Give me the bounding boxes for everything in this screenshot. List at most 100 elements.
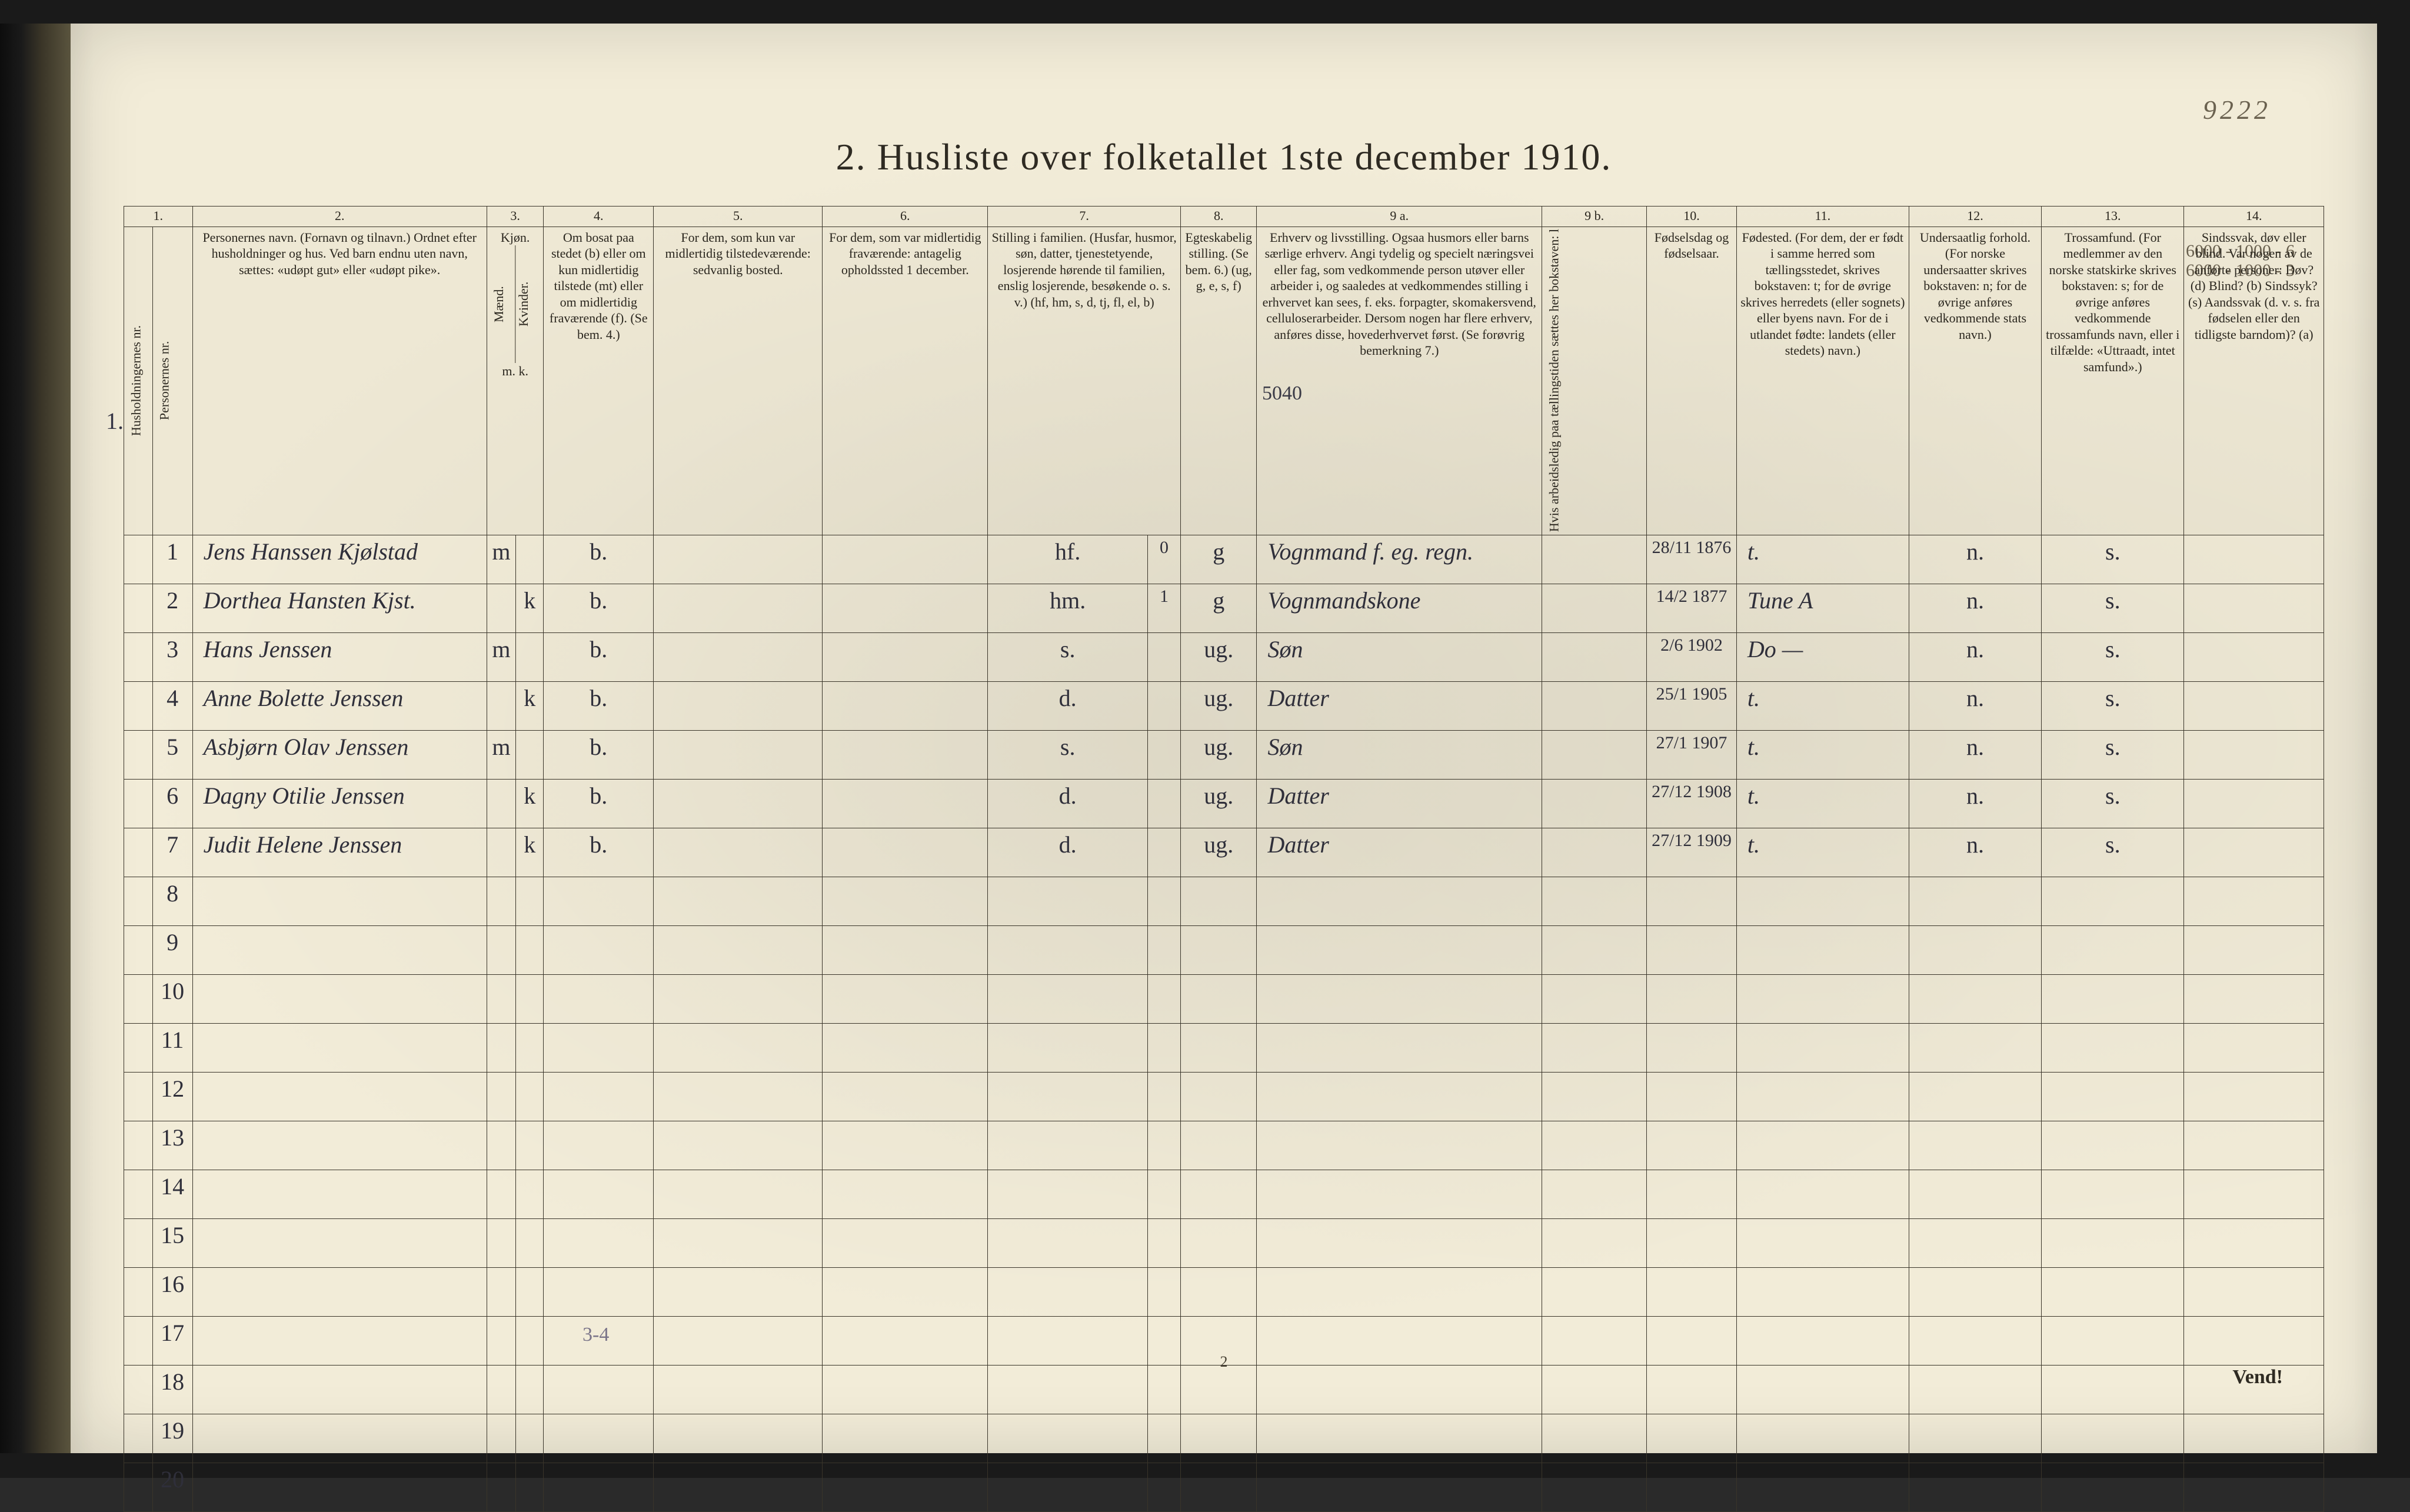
cell-household-no (124, 877, 153, 925)
cell-nationality: n. (1909, 779, 2041, 828)
cell-sex-k: k (515, 779, 543, 828)
table-row-blank: 13 (124, 1121, 2324, 1170)
cell-marital: ug. (1180, 828, 1256, 877)
cell-birthplace: t. (1736, 730, 1909, 779)
cell-blank (1647, 1023, 1737, 1072)
hdr-religion: Trossamfund. (For medlemmer av den norsk… (2042, 227, 2184, 535)
cell-blank (1736, 925, 1909, 974)
cell-birthplace: t. (1736, 779, 1909, 828)
cell-blank (515, 925, 543, 974)
cell-temp-absent (823, 779, 988, 828)
cell-birthdate: 25/1 1905 (1647, 681, 1737, 730)
cell-blank (487, 974, 515, 1023)
cell-blank (1257, 925, 1542, 974)
cell-blank (2042, 1414, 2184, 1463)
cell-blank (515, 1463, 543, 1511)
cell-blank (1147, 925, 1180, 974)
cell-nationality: n. (1909, 681, 2041, 730)
cell-blank (544, 925, 654, 974)
hdr-marital: Egteskabelig stilling. (Se bem. 6.) (ug,… (1180, 227, 1256, 535)
scan-container: 9222 2. Husliste over folketallet 1ste d… (0, 0, 2410, 1478)
cell-household-no (124, 730, 153, 779)
cell-blank (988, 1072, 1148, 1121)
cell-blank (654, 1463, 823, 1511)
table-row-blank: 16 (124, 1267, 2324, 1316)
cell-household-no (124, 1218, 153, 1267)
cell-blank (544, 1072, 654, 1121)
cell-nationality: n. (1909, 584, 2041, 632)
cell-unemployed (1542, 779, 1647, 828)
cell-blank (1647, 974, 1737, 1023)
cell-blank (487, 1365, 515, 1414)
table-row: 7Judit Helene Jenssenkb.d.ug.Datter27/12… (124, 828, 2324, 877)
cell-family-position: d. (988, 828, 1148, 877)
cell-blank (1736, 1267, 1909, 1316)
cell-nationality: n. (1909, 730, 2041, 779)
cell-blank (1147, 1023, 1180, 1072)
cell-blank (1909, 877, 2041, 925)
table-row-blank: 14 (124, 1170, 2324, 1218)
cell-blank (1736, 1121, 1909, 1170)
cell-household-no (124, 1414, 153, 1463)
cell-blank (515, 1414, 543, 1463)
cell-blank (544, 1365, 654, 1414)
cell-blank (515, 974, 543, 1023)
cell-blank (2042, 1121, 2184, 1170)
cell-blank (823, 1316, 988, 1365)
cell-household-no (124, 974, 153, 1023)
table-row: 2Dorthea Hansten Kjst.kb.hm.1gVognmandsk… (124, 584, 2324, 632)
cell-blank (515, 877, 543, 925)
cell-blank (2042, 1072, 2184, 1121)
cell-blank (192, 1121, 487, 1170)
cell-household-no (124, 1463, 153, 1511)
cell-occupation: Søn (1257, 632, 1542, 681)
colnum: 3. (487, 207, 544, 227)
cell-blank (1180, 1072, 1256, 1121)
cell-blank (1180, 1365, 1256, 1414)
cell-household-no (124, 1267, 153, 1316)
hdr-sex-foot: m. k. (491, 363, 540, 379)
cell-birthdate: 28/11 1876 (1647, 535, 1737, 584)
cell-blank (1542, 1121, 1647, 1170)
cell-blank (2184, 877, 2324, 925)
cell-blank (1736, 1365, 1909, 1414)
cell-name: Hans Jenssen (192, 632, 487, 681)
cell-household-no (124, 1023, 153, 1072)
cell-person-no: 5 (152, 730, 192, 779)
table-row-blank: 11 (124, 1023, 2324, 1072)
cell-blank (2042, 1218, 2184, 1267)
cell-unemployed (1542, 632, 1647, 681)
cell-temp-present (654, 632, 823, 681)
cell-blank (654, 877, 823, 925)
cell-blank (988, 1121, 1148, 1170)
colnum: 2. (192, 207, 487, 227)
cell-blank (1647, 1267, 1737, 1316)
cell-blank (2042, 1267, 2184, 1316)
cell-blank (1257, 1218, 1542, 1267)
cell-person-no: 12 (152, 1072, 192, 1121)
cell-birthplace: Tune A (1736, 584, 1909, 632)
cell-blank (1909, 1023, 2041, 1072)
cell-person-no: 7 (152, 828, 192, 877)
hdr-sex-m: Mænd. (491, 245, 515, 363)
cell-blank (1647, 1414, 1737, 1463)
cell-blank (1257, 1072, 1542, 1121)
cell-temp-present (654, 828, 823, 877)
cell-blank (1542, 1316, 1647, 1365)
hdr-temp-absent: For dem, som var midlertidig fraværende:… (823, 227, 988, 535)
cell-marital: g (1180, 584, 1256, 632)
colnum: 14. (2184, 207, 2324, 227)
cell-blank (1909, 1316, 2041, 1365)
cell-name: Asbjørn Olav Jenssen (192, 730, 487, 779)
book-spine (0, 24, 71, 1453)
vend-label: Vend! (2232, 1366, 2283, 1388)
cell-occupation: Søn (1257, 730, 1542, 779)
hdr-name: Personernes navn. (Fornavn og tilnavn.) … (192, 227, 487, 535)
cell-blank (1257, 1414, 1542, 1463)
colnum: 4. (544, 207, 654, 227)
cell-blank (1147, 1218, 1180, 1267)
cell-blank (1909, 1365, 2041, 1414)
cell-blank (654, 974, 823, 1023)
table-row-blank: 8 (124, 877, 2324, 925)
table-row-blank: 10 (124, 974, 2324, 1023)
